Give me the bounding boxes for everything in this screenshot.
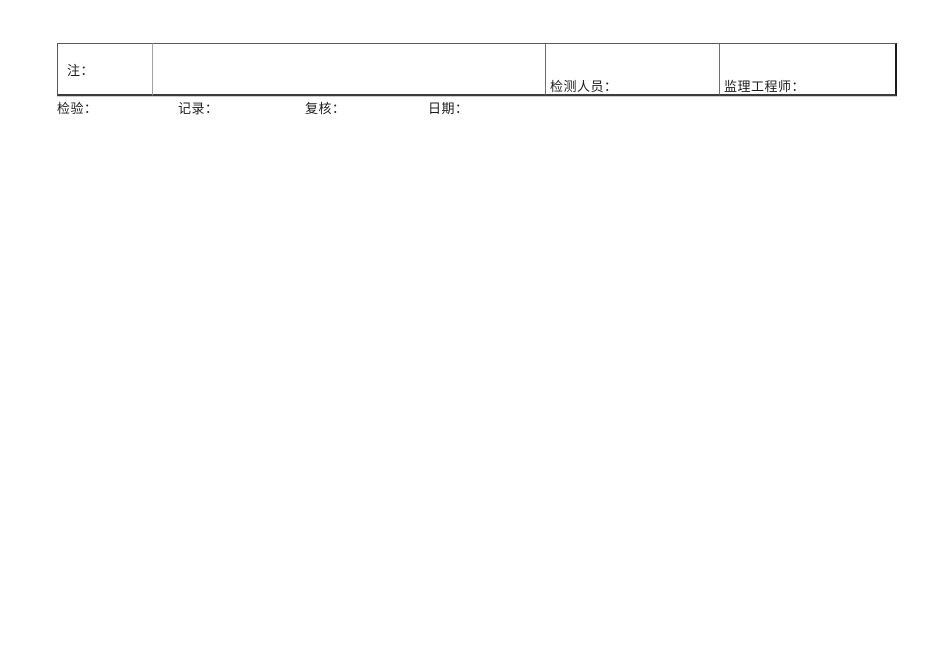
signature-row: 检验： 记录： 复核： 日期： xyxy=(57,101,897,117)
record-label: 记录： xyxy=(178,101,219,116)
inspection-label: 检验： xyxy=(57,101,98,116)
note-cell: 注： xyxy=(57,43,152,96)
inspector-cell: 检测人员： xyxy=(545,43,719,96)
note-label: 注： xyxy=(67,62,95,78)
note-content-cell xyxy=(152,43,545,96)
supervisor-cell: 监理工程师： xyxy=(719,43,897,96)
date-label: 日期： xyxy=(428,101,469,116)
inspector-label: 检测人员： xyxy=(550,79,618,94)
supervisor-label: 监理工程师： xyxy=(724,79,806,94)
note-table: 注： 检测人员： 监理工程师： xyxy=(57,43,897,96)
review-label: 复核： xyxy=(305,101,346,116)
